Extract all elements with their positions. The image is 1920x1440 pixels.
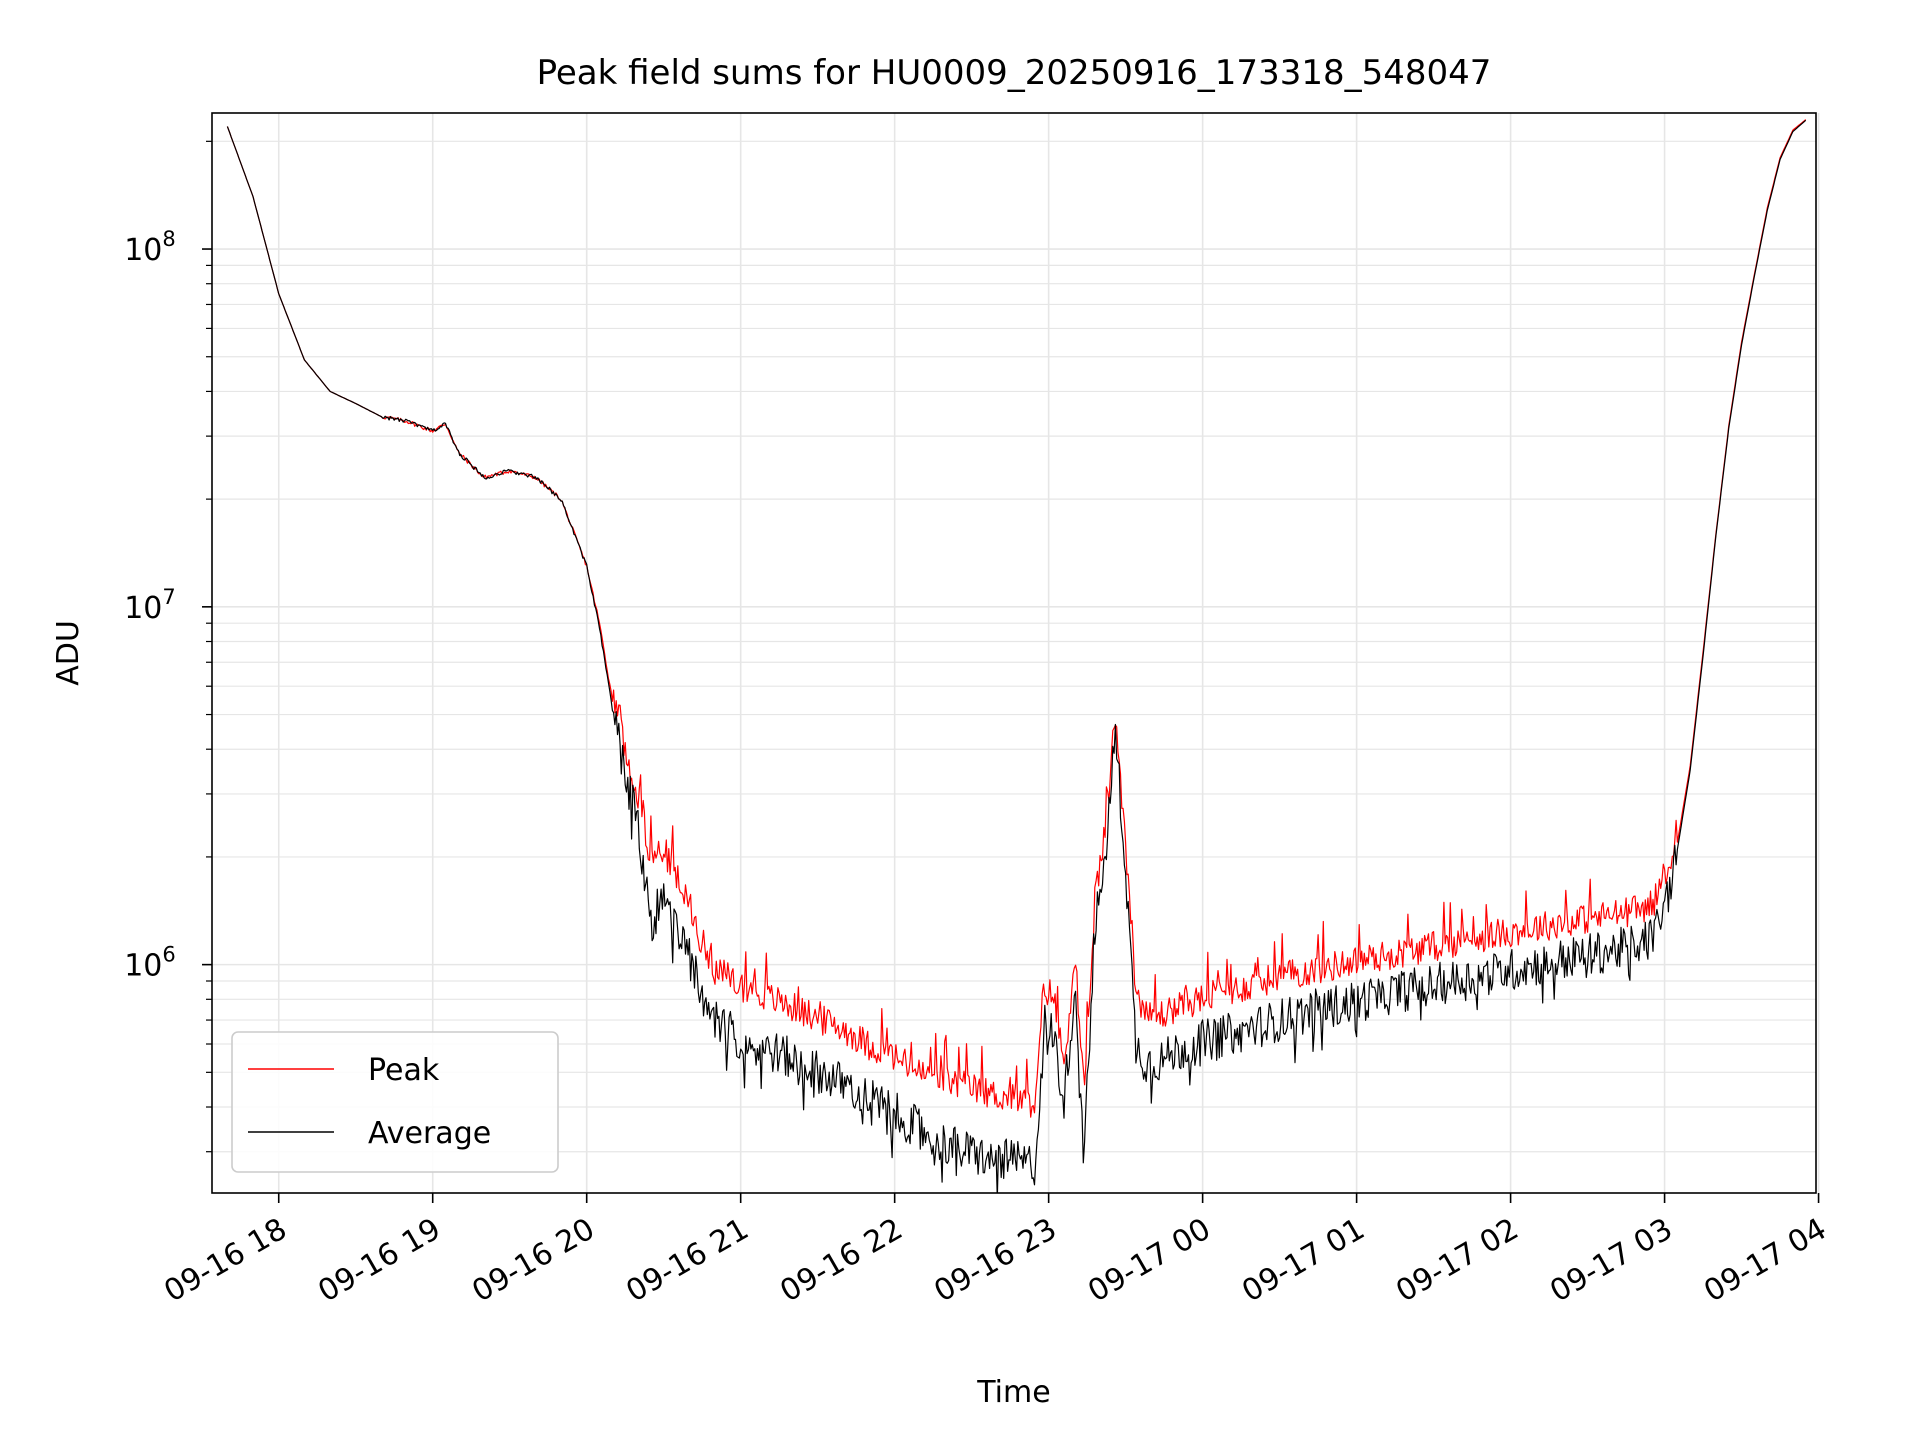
series-line-average (226, 119, 1807, 1193)
legend-box (231, 1031, 559, 1173)
chart-title: Peak field sums for HU0009_20250916_1733… (537, 53, 1492, 93)
series-line-peak (226, 119, 1807, 1118)
legend-average-label: Average (368, 1116, 491, 1151)
y-tick-label: 108 (124, 227, 176, 268)
y-axis: 106 107 108 (124, 140, 212, 1153)
y-tick-label: 107 (124, 585, 176, 626)
legend: Peak Average (231, 1031, 559, 1173)
y-tick-label: 106 (124, 943, 176, 984)
x-axis-label: Time (976, 1375, 1050, 1410)
legend-peak-label: Peak (368, 1053, 440, 1088)
plot-frame (211, 112, 1817, 1194)
series-layer (226, 119, 1807, 1193)
y-axis-label: ADU (51, 620, 86, 686)
grid (212, 113, 1820, 1193)
